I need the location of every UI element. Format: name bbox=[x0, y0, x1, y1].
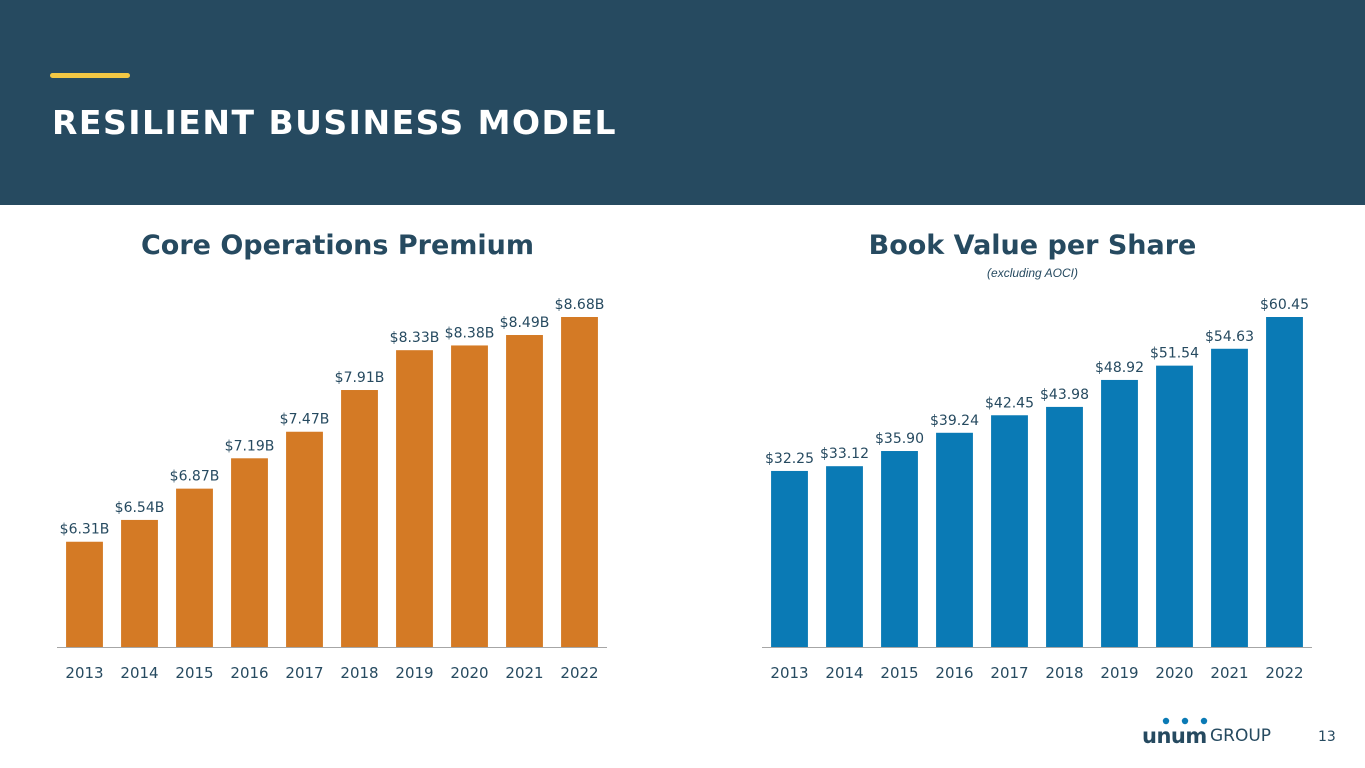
bar-2015 bbox=[176, 488, 213, 647]
data-label-2019: $48.92 bbox=[1095, 360, 1144, 376]
header-banner: RESILIENT BUSINESS MODEL bbox=[0, 0, 1365, 205]
x-tick-2022: 2022 bbox=[1265, 664, 1303, 682]
data-label-2018: $43.98 bbox=[1040, 387, 1089, 403]
data-label-2017: $42.45 bbox=[985, 395, 1034, 411]
bar-2022 bbox=[561, 317, 598, 647]
premium-chart-title: Core Operations Premium bbox=[140, 230, 535, 261]
bvps-chart-subtitle: (excluding AOCI) bbox=[987, 266, 1078, 280]
data-label-2021: $54.63 bbox=[1205, 329, 1254, 345]
bar-2018 bbox=[341, 390, 378, 647]
premium-bar-chart: $6.31B 2013 $6.54B 2014 $6.87B 2015 $7.19B 2016… bbox=[57, 297, 607, 682]
x-tick-2016: 2016 bbox=[230, 664, 268, 682]
bar-2019 bbox=[396, 350, 433, 647]
data-label-2019: $8.33B bbox=[390, 330, 440, 346]
bar-2016 bbox=[231, 458, 268, 647]
data-label-2022: $60.45 bbox=[1260, 297, 1309, 313]
x-tick-2016: 2016 bbox=[935, 664, 973, 682]
data-label-2014: $6.54B bbox=[115, 500, 165, 516]
data-label-2013: $32.25 bbox=[765, 451, 814, 467]
x-tick-2019: 2019 bbox=[395, 664, 433, 682]
bar-2017 bbox=[991, 415, 1028, 647]
bar-2016 bbox=[936, 432, 973, 647]
accent-bar bbox=[50, 73, 130, 78]
x-tick-2013: 2013 bbox=[65, 664, 103, 682]
x-tick-2019: 2019 bbox=[1100, 664, 1138, 682]
bar-2020 bbox=[451, 345, 488, 647]
bvps-chart-title: Book Value per Share bbox=[868, 230, 1197, 261]
logo-brand: unum bbox=[1142, 724, 1207, 748]
bar-2014 bbox=[121, 519, 158, 647]
bar-2018 bbox=[1046, 406, 1083, 647]
bar-2015 bbox=[881, 451, 918, 647]
data-label-2016: $7.19B bbox=[225, 438, 275, 454]
unum-group-logo: unum GROUP bbox=[1142, 716, 1292, 750]
data-label-2020: $51.54 bbox=[1150, 346, 1199, 362]
bar-2021 bbox=[506, 335, 543, 647]
page-number: 13 bbox=[1318, 729, 1336, 745]
x-tick-2017: 2017 bbox=[285, 664, 323, 682]
x-tick-2018: 2018 bbox=[340, 664, 378, 682]
data-label-2022: $8.68B bbox=[555, 297, 605, 313]
data-label-2021: $8.49B bbox=[500, 315, 550, 331]
x-tick-2018: 2018 bbox=[1045, 664, 1083, 682]
logo-group-text: GROUP bbox=[1210, 726, 1272, 746]
x-tick-2014: 2014 bbox=[825, 664, 863, 682]
x-tick-2017: 2017 bbox=[990, 664, 1028, 682]
bar-2021 bbox=[1211, 348, 1248, 647]
logo-dots-icon bbox=[1162, 717, 1208, 725]
data-label-2015: $6.87B bbox=[170, 469, 220, 485]
data-label-2020: $8.38B bbox=[445, 325, 495, 341]
bar-2020 bbox=[1156, 365, 1193, 647]
data-label-2017: $7.47B bbox=[280, 412, 330, 428]
bar-2014 bbox=[826, 466, 863, 647]
page-title: RESILIENT BUSINESS MODEL bbox=[52, 103, 618, 142]
x-tick-2020: 2020 bbox=[450, 664, 488, 682]
x-tick-2015: 2015 bbox=[175, 664, 213, 682]
data-label-2013: $6.31B bbox=[60, 522, 110, 538]
x-tick-2020: 2020 bbox=[1155, 664, 1193, 682]
bar-2022 bbox=[1266, 317, 1303, 647]
data-label-2018: $7.91B bbox=[335, 370, 385, 386]
bar-2013 bbox=[66, 541, 103, 647]
x-tick-2021: 2021 bbox=[1210, 664, 1248, 682]
bar-2019 bbox=[1101, 379, 1138, 647]
bar-2013 bbox=[771, 470, 808, 647]
x-tick-2021: 2021 bbox=[505, 664, 543, 682]
data-label-2014: $33.12 bbox=[820, 446, 869, 462]
data-label-2015: $35.90 bbox=[875, 431, 924, 447]
x-tick-2014: 2014 bbox=[120, 664, 158, 682]
bar-2017 bbox=[286, 431, 323, 647]
x-tick-2022: 2022 bbox=[560, 664, 598, 682]
x-tick-2013: 2013 bbox=[770, 664, 808, 682]
bvps-bar-chart: $32.25 2013 $33.12 2014 $35.90 2015 $39.24 2016… bbox=[762, 297, 1312, 682]
data-label-2016: $39.24 bbox=[930, 413, 979, 429]
x-tick-2015: 2015 bbox=[880, 664, 918, 682]
